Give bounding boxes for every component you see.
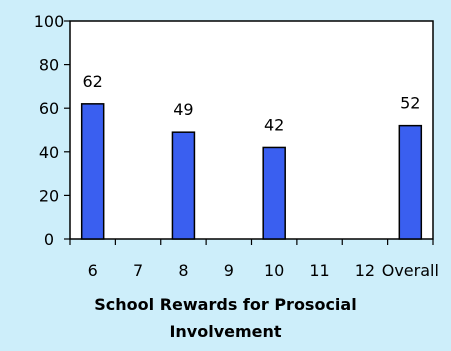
x-tick-label-7: 7 [133,261,143,280]
x-tick-label-6: 6 [88,261,98,280]
x-tick-label-9: 9 [224,261,234,280]
y-tick-label-100: 100 [34,12,65,31]
x-tick-label-overall: Overall [382,261,439,280]
bar-overall [398,124,423,240]
x-tick-label-10: 10 [264,261,284,280]
bars-layer: 62 49 42 52 [80,72,423,240]
bar-6 [80,103,105,240]
data-label-8: 49 [173,100,193,119]
bar-8 [171,131,196,240]
chart-title-line-2: Involvement [169,322,282,341]
y-tick-label-0: 0 [44,230,54,249]
data-label-overall: 52 [400,94,420,113]
plot-area [69,20,434,240]
data-label-10: 42 [264,115,284,134]
x-tick-label-12: 12 [355,261,375,280]
x-tick-label-8: 8 [178,261,188,280]
y-tick-label-60: 60 [39,99,59,118]
x-tick-label-11: 11 [309,261,329,280]
y-tick-label-20: 20 [39,186,59,205]
bar-10 [262,146,286,240]
y-tick-label-80: 80 [39,56,59,75]
y-tick-label-40: 40 [39,143,59,162]
data-label-6: 62 [83,72,103,91]
chart-title-line-1: School Rewards for Prosocial [94,295,357,314]
chart-title: School Rewards for Prosocial Involvement [0,291,451,345]
axis-layer: 0 20 40 60 80 100 6 7 8 9 10 11 12 Overall [34,12,439,280]
